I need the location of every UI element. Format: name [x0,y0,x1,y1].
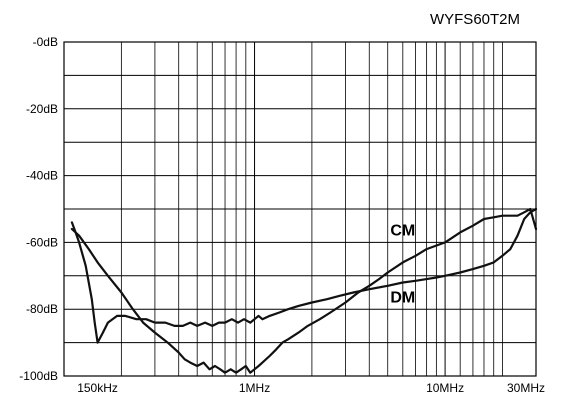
y-tick-label: -80dB [26,302,58,316]
x-axis-tick-labels: 150kHz 1MHz 10MHz 30MHz [77,381,545,395]
x-tick-label: 150kHz [77,381,118,395]
series-line-dm [70,207,538,374]
y-tick-label: -20dB [26,102,58,116]
series-annotations: CM DM [390,223,415,307]
series-traces [70,207,538,374]
y-tick-label: -60dB [26,235,58,249]
x-tick-label: 30MHz [507,381,545,395]
y-tick-label: -40dB [26,169,58,183]
chart-title: WYFS60T2M [430,11,520,28]
y-axis-tick-labels: -0dB -20dB -40dB -60dB -80dB -100dB [19,35,58,383]
y-tick-label: -0dB [33,35,58,49]
plot-frame [63,41,537,377]
grid-lines [64,41,536,377]
x-tick-label: 10MHz [426,381,464,395]
series-label-dm: DM [390,290,415,307]
series-line-cm [70,207,538,344]
x-tick-label: 1MHz [239,381,270,395]
y-tick-label: -100dB [19,369,58,383]
series-label-cm: CM [390,223,415,240]
